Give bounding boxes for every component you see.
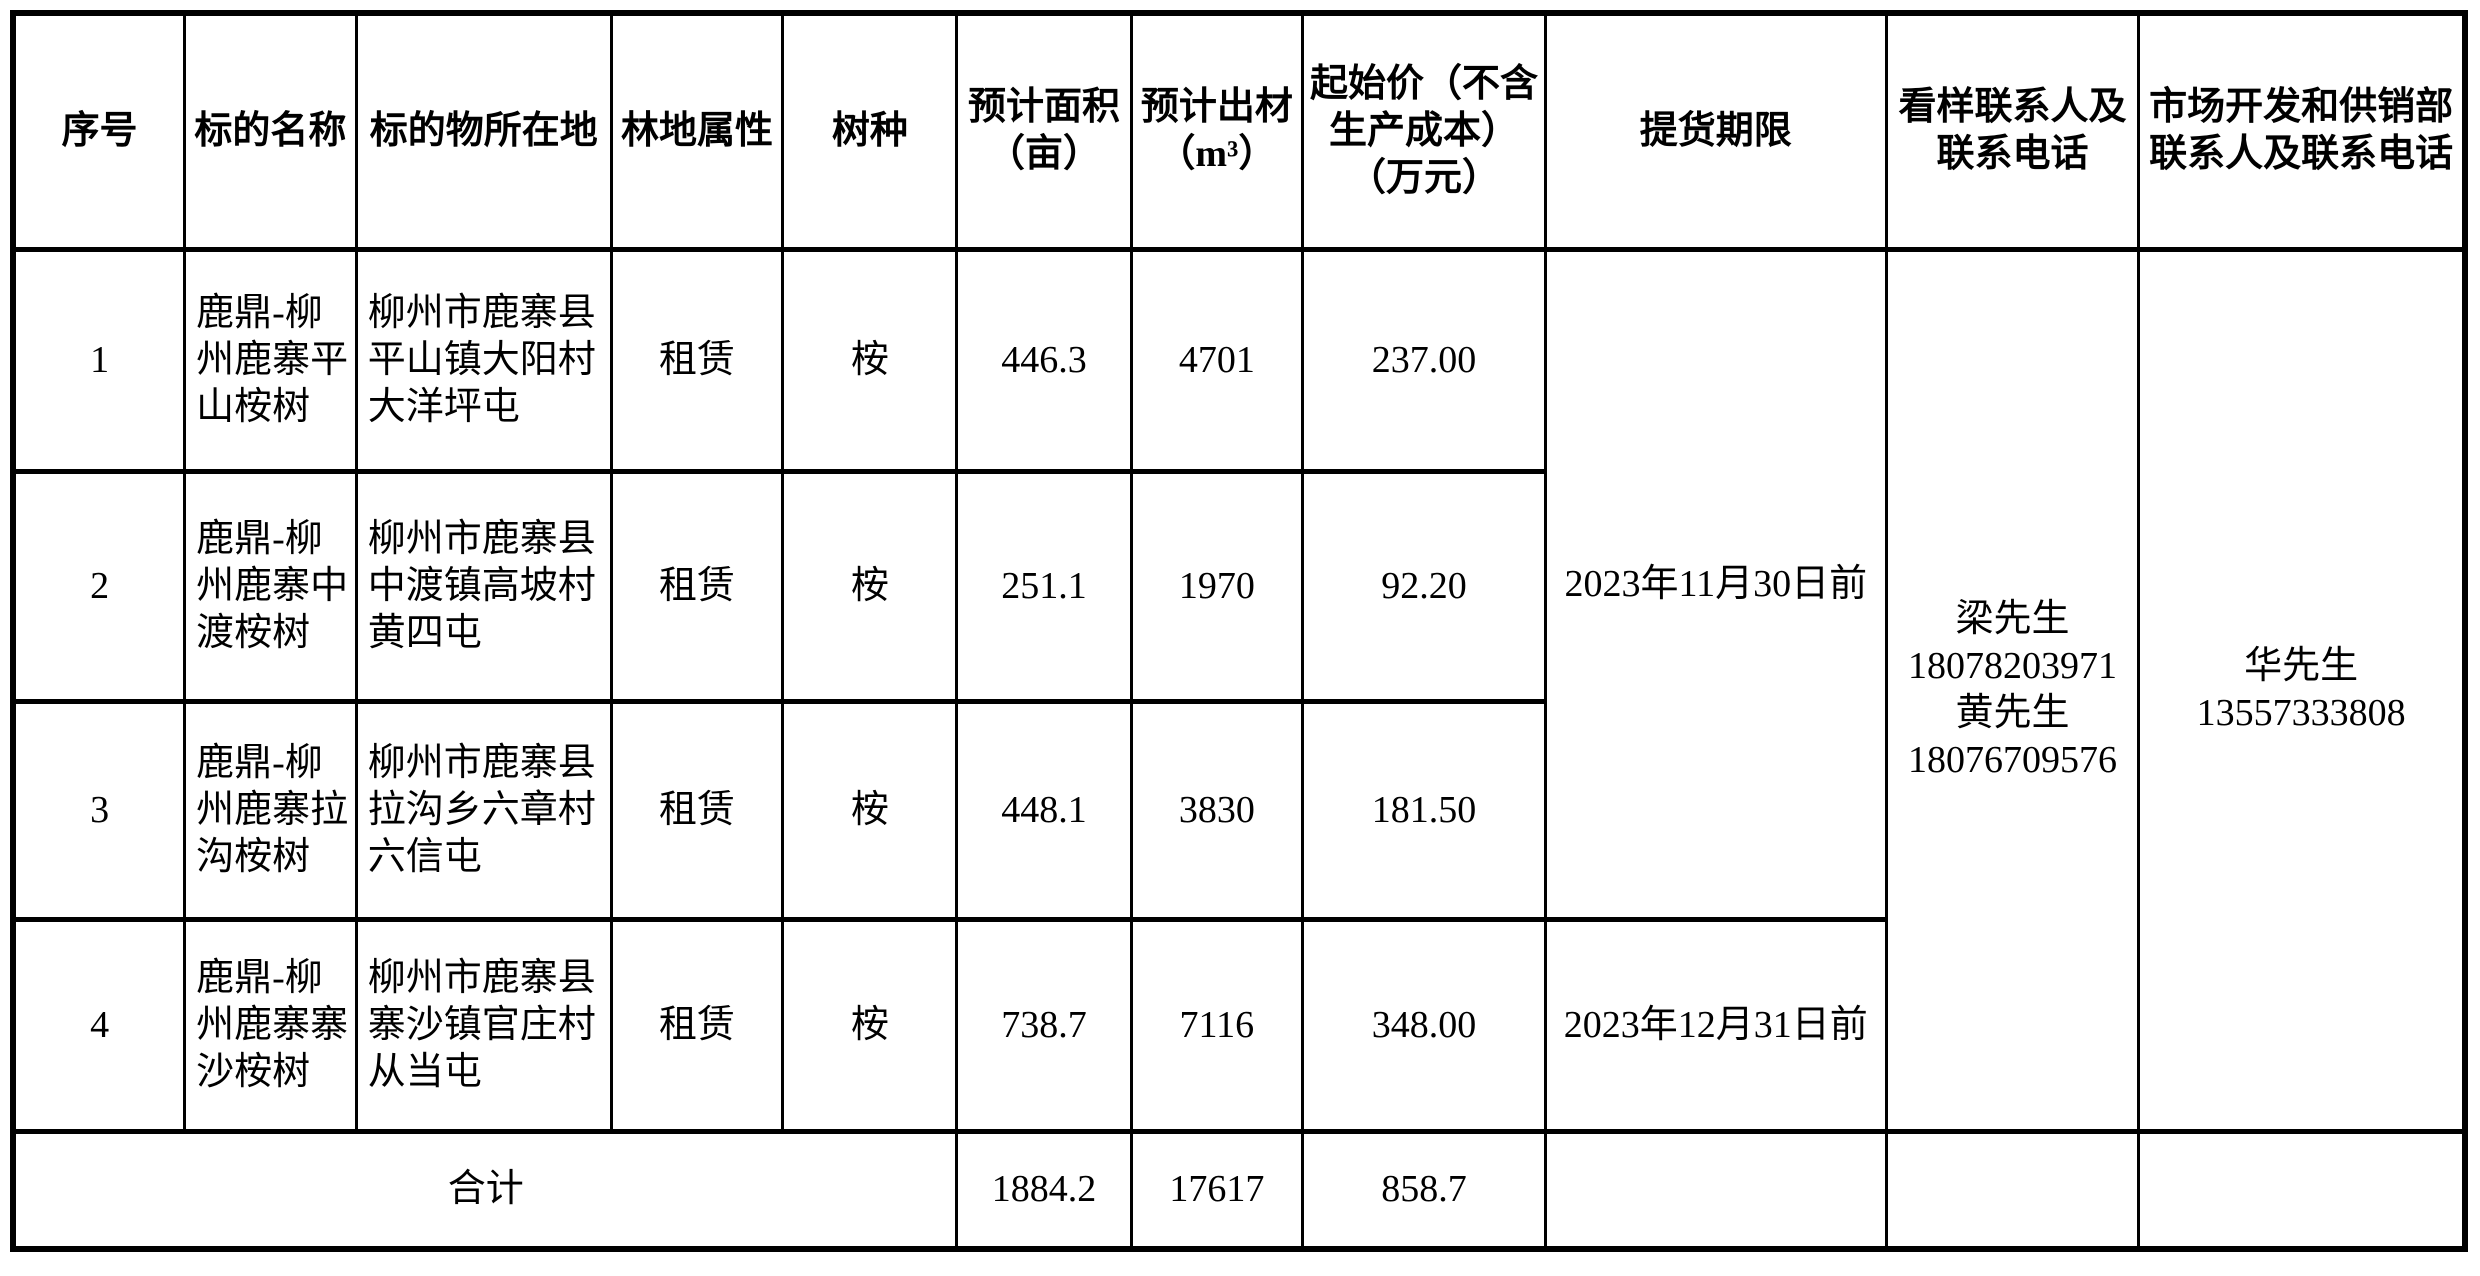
species-cell: 桉: [781, 698, 959, 922]
seq-cell: 2: [11, 468, 187, 704]
area-cell: 251.1: [955, 468, 1133, 704]
land-attr-cell: 租赁: [609, 698, 785, 922]
species-cell: 桉: [781, 916, 959, 1134]
total-row: 合计 1884.2 17617 858.7: [11, 1128, 2467, 1252]
col-header-start-price: 起始价（不含 生产成本） （万元）: [1301, 10, 1547, 252]
total-sample-contact-empty-cell: [1884, 1128, 2141, 1252]
col-header-area: 预计面积 （亩）: [955, 10, 1133, 252]
seq-cell: 3: [11, 698, 187, 922]
land-attr-cell: 租赁: [609, 916, 785, 1134]
col-header-species: 树种: [781, 10, 959, 252]
table-row-3: 3 鹿鼎-柳 州鹿寨拉 沟桉树 柳州市鹿寨县 拉沟乡六章村 六信屯 租赁 桉 4…: [11, 698, 2465, 922]
sample-contact-cell: 梁先生 18078203971 黄先生 18076709576: [1884, 246, 2141, 1134]
lot-name-cell: 鹿鼎-柳 州鹿寨平 山桉树: [183, 246, 358, 474]
header-row: 序号 标的名称 标的物所在地 林地属性 树种 预计面积 （亩） 预计出材 （m³…: [11, 10, 2467, 252]
volume-cell: 3830: [1129, 698, 1305, 922]
start-price-cell: 237.00: [1301, 246, 1547, 474]
lot-name-cell: 鹿鼎-柳 州鹿寨中 渡桉树: [183, 468, 358, 704]
species-cell: 桉: [781, 246, 959, 474]
land-attr-cell: 租赁: [609, 468, 785, 704]
location-cell: 柳州市鹿寨县 拉沟乡六章村 六信屯: [354, 698, 613, 922]
area-cell: 738.7: [955, 916, 1133, 1134]
table-row-2: 2 鹿鼎-柳 州鹿寨中 渡桉树 柳州市鹿寨县 中渡镇高坡村 黄四屯 租赁 桉 2…: [11, 468, 2465, 704]
col-header-volume: 预计出材 （m³）: [1129, 10, 1305, 252]
volume-cell: 7116: [1129, 916, 1305, 1134]
col-header-lot-name: 标的名称: [183, 10, 358, 252]
location-cell: 柳州市鹿寨县 中渡镇高坡村 黄四屯: [354, 468, 613, 704]
total-pickup-deadline-empty-cell: [1543, 1128, 1888, 1252]
col-header-pickup-deadline: 提货期限: [1543, 10, 1888, 252]
area-cell: 448.1: [955, 698, 1133, 922]
species-cell: 桉: [781, 468, 959, 704]
col-header-market-contact: 市场开发和供销部 联系人及联系电话: [2137, 10, 2467, 252]
seq-cell: 4: [11, 916, 187, 1134]
area-cell: 446.3: [955, 246, 1133, 474]
auction-lots-table: 序号 标的名称 标的物所在地 林地属性 树种 预计面积 （亩） 预计出材 （m³…: [10, 10, 2468, 1252]
location-cell: 柳州市鹿寨县 平山镇大阳村 大洋坪屯: [354, 246, 613, 474]
seq-cell: 1: [11, 246, 187, 474]
col-header-sample-contact: 看样联系人及 联系电话: [1884, 10, 2141, 252]
lot-name-cell: 鹿鼎-柳 州鹿寨寨 沙桉树: [183, 916, 358, 1134]
market-contact-cell: 华先生 13557333808: [2137, 246, 2467, 1134]
total-label-cell: 合计: [11, 1128, 959, 1252]
volume-cell: 4701: [1129, 246, 1305, 474]
table-row-1: 1 鹿鼎-柳 州鹿寨平 山桉树 柳州市鹿寨县 平山镇大阳村 大洋坪屯 租赁 桉 …: [11, 246, 2467, 1134]
start-price-cell: 181.50: [1301, 698, 1547, 922]
total-start-price-cell: 858.7: [1301, 1128, 1547, 1252]
total-volume-cell: 17617: [1129, 1128, 1305, 1252]
table-row-4: 4 鹿鼎-柳 州鹿寨寨 沙桉树 柳州市鹿寨县 寨沙镇官庄村 从当屯 租赁 桉 7…: [11, 916, 2465, 1134]
start-price-cell: 348.00: [1301, 916, 1547, 1134]
col-header-seq: 序号: [11, 10, 187, 252]
total-market-contact-empty-cell: [2137, 1128, 2467, 1252]
volume-cell: 1970: [1129, 468, 1305, 704]
col-header-location: 标的物所在地: [354, 10, 613, 252]
pickup-deadline-cell-row-4: 2023年12月31日前: [1543, 916, 1888, 1134]
start-price-cell: 92.20: [1301, 468, 1547, 704]
total-area-cell: 1884.2: [955, 1128, 1133, 1252]
col-header-land-attr: 林地属性: [609, 10, 785, 252]
pickup-deadline-cell-rows-1-3: 2023年11月30日前: [1543, 246, 1888, 922]
location-cell: 柳州市鹿寨县 寨沙镇官庄村 从当屯: [354, 916, 613, 1134]
land-attr-cell: 租赁: [609, 246, 785, 474]
lot-name-cell: 鹿鼎-柳 州鹿寨拉 沟桉树: [183, 698, 358, 922]
